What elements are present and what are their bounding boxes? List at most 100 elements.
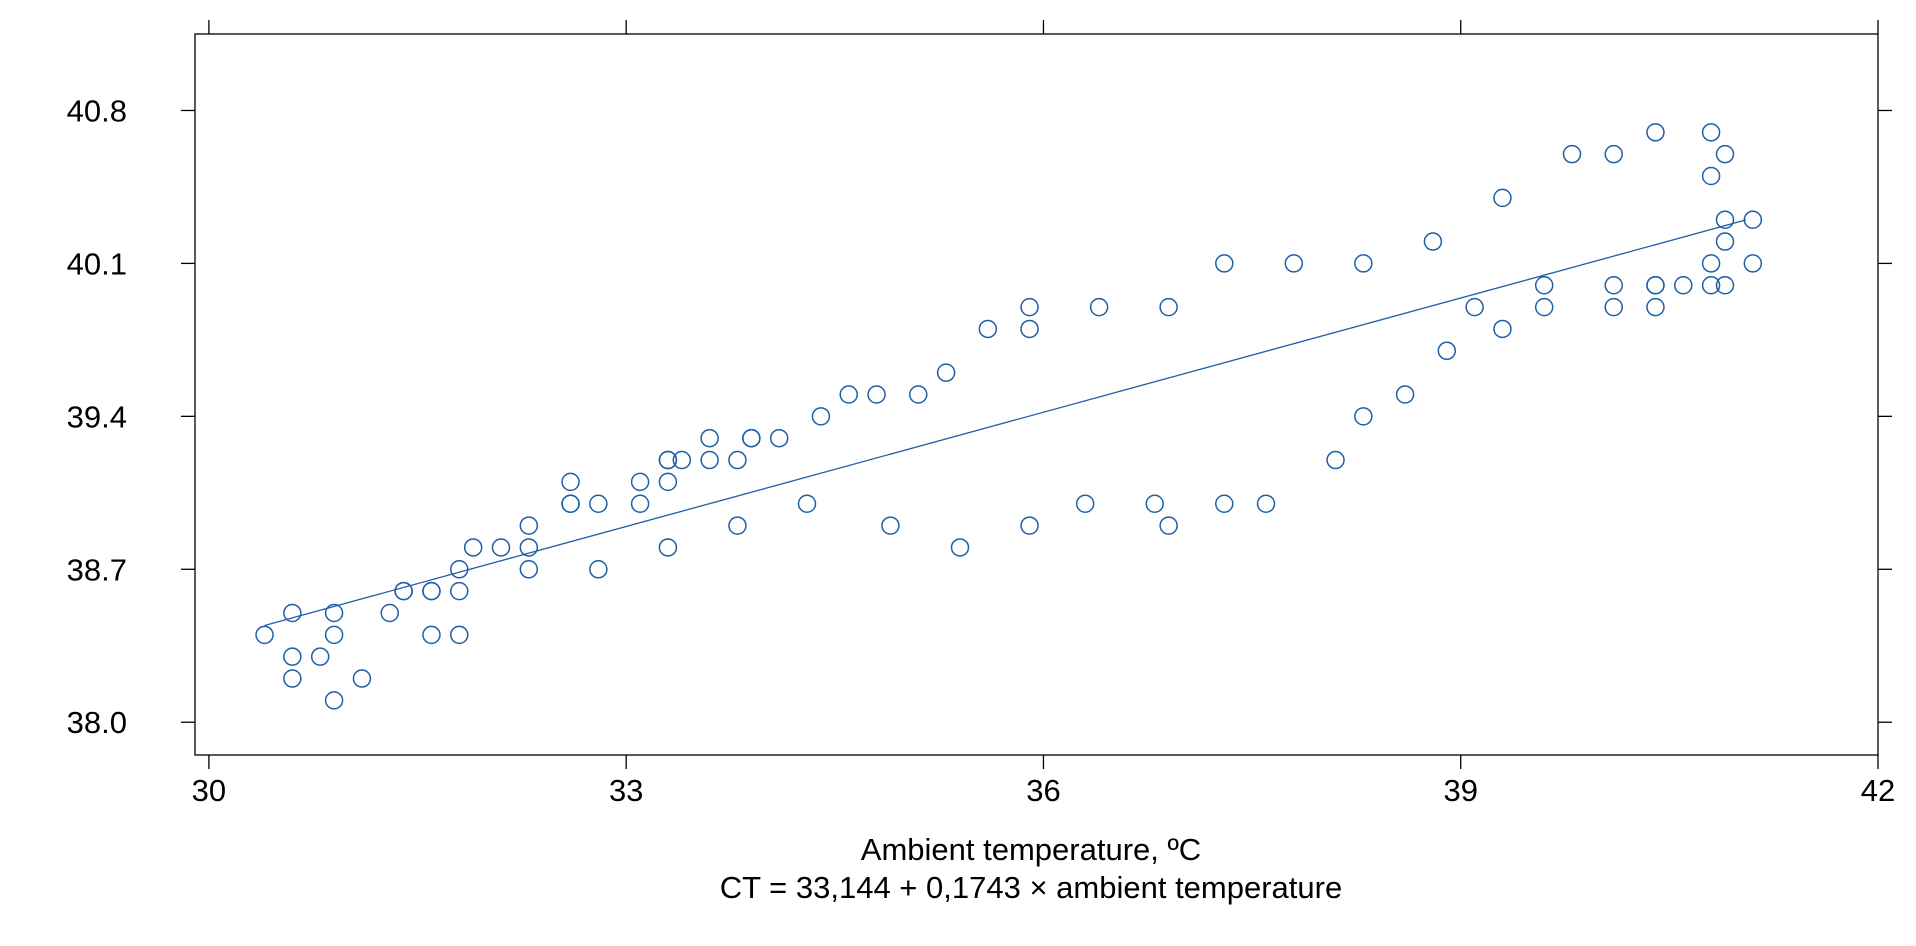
data-point [630, 494, 650, 513]
fit-line-layer [264, 219, 1747, 627]
data-point [422, 581, 441, 601]
data-point [1701, 123, 1721, 142]
data-point [1646, 123, 1665, 142]
data-point [1493, 319, 1512, 339]
data-point [255, 625, 274, 645]
data-point [742, 428, 761, 448]
x-tick-label: 39 [1443, 773, 1477, 808]
data-point [1354, 407, 1373, 426]
data-point [1715, 144, 1735, 164]
data-point [324, 691, 344, 710]
data-point [1562, 144, 1582, 164]
data-point [1326, 450, 1345, 470]
data-point [1089, 297, 1109, 317]
data-point [909, 385, 928, 404]
data-point [1020, 516, 1039, 535]
data-point [700, 428, 719, 448]
data-point [867, 385, 886, 404]
data-point [450, 560, 469, 579]
data-point [1284, 254, 1304, 273]
x-tick-label: 33 [609, 773, 643, 808]
data-point [283, 603, 302, 623]
x-axis-label: Ambient temperature, ºC [861, 832, 1201, 867]
data-point [1493, 188, 1512, 208]
data-point [658, 538, 678, 557]
data-point [450, 625, 469, 645]
data-point [630, 472, 650, 492]
data-point [1743, 254, 1763, 273]
data-point [589, 494, 608, 513]
data-point [1437, 341, 1457, 361]
y-tick-label: 38.7 [67, 552, 127, 587]
data-point [519, 560, 539, 579]
data-point [658, 472, 678, 492]
data-point [672, 450, 692, 470]
data-point [380, 603, 399, 623]
axis-ticks [181, 20, 1892, 769]
y-tick-label: 40.1 [67, 246, 127, 281]
data-point [519, 538, 539, 557]
data-point [728, 516, 747, 535]
chart-caption: CT = 33,144 + 0,1743 × ambient temperatu… [720, 870, 1342, 905]
data-point [1075, 494, 1095, 513]
data-point [1604, 297, 1623, 317]
data-point [1674, 276, 1693, 295]
x-tick-label: 36 [1026, 773, 1060, 808]
data-point [728, 450, 747, 470]
plot-frame [194, 33, 1879, 756]
data-point [936, 363, 956, 382]
y-tick-label: 38.0 [67, 705, 127, 740]
data-point [1159, 297, 1178, 317]
data-point [589, 560, 608, 579]
data-point [797, 494, 817, 513]
data-point [491, 538, 511, 557]
data-point [1256, 494, 1276, 513]
data-point [1020, 297, 1039, 317]
data-point [1701, 276, 1721, 295]
data-point [1604, 276, 1623, 295]
data-point [1646, 297, 1665, 317]
y-tick-label: 39.4 [67, 399, 127, 434]
data-point [1354, 254, 1373, 273]
data-point [1701, 166, 1721, 186]
x-tick-label: 42 [1861, 773, 1895, 808]
data-point [1423, 232, 1443, 251]
data-point [422, 625, 441, 645]
data-point [561, 494, 580, 513]
data-point [283, 669, 302, 688]
data-point [519, 516, 539, 535]
data-point [1534, 297, 1554, 317]
data-point [1715, 232, 1735, 251]
data-points [255, 123, 1763, 710]
data-point [1145, 494, 1164, 513]
data-point [1465, 297, 1484, 317]
data-point [839, 385, 858, 404]
data-point [1646, 276, 1665, 295]
data-point [811, 407, 831, 426]
data-point [561, 472, 580, 492]
data-point [1020, 319, 1039, 339]
data-point [1159, 516, 1178, 535]
data-point [1715, 276, 1735, 295]
data-point [881, 516, 900, 535]
x-tick-label: 30 [192, 773, 226, 808]
data-point [1604, 144, 1623, 164]
data-point [283, 647, 302, 666]
data-point [1701, 254, 1721, 273]
data-point [394, 581, 413, 601]
data-point [769, 428, 789, 448]
data-point [1743, 210, 1763, 229]
data-point [978, 319, 998, 339]
data-point [1715, 210, 1735, 229]
y-tick-label: 40.8 [67, 93, 127, 128]
data-point [310, 647, 330, 666]
data-point [324, 625, 344, 645]
fit-line [264, 219, 1747, 627]
data-point [352, 669, 372, 688]
data-point [658, 450, 678, 470]
data-point [1395, 385, 1415, 404]
data-point [1534, 276, 1554, 295]
data-point [1215, 254, 1234, 273]
